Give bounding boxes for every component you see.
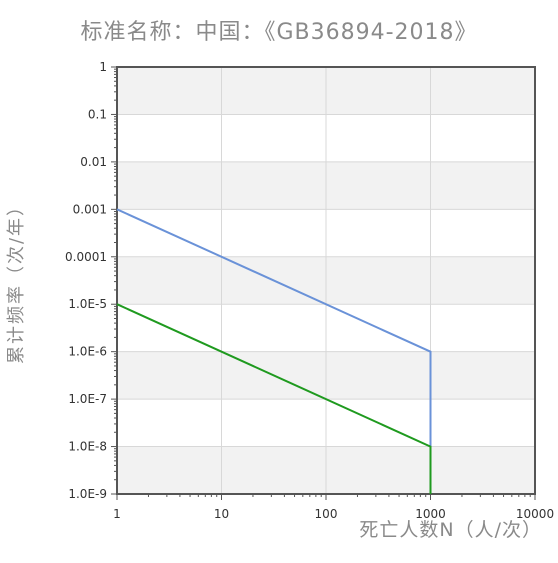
y-tick-label: 0.0001 [65,250,107,264]
y-tick-label: 0.1 [88,107,107,121]
x-tick-label: 10 [214,507,229,521]
x-tick-label: 1000 [415,507,446,521]
y-tick-label: 0.01 [80,155,107,169]
y-tick-label: 1.0E-7 [68,392,107,406]
y-tick-label: 1.0E-8 [68,440,107,454]
x-tick-label: 1 [113,507,121,521]
chart-title: 标准名称：中国：《GB36894-2018》 [80,20,478,45]
series-line-2 [116,303,432,494]
x-tick-label: 10000 [516,507,554,521]
y-tick-label: 0.001 [73,202,107,216]
x-tick-label: 100 [315,507,338,521]
x-axis-label: 死亡人数N（人/次） [359,519,542,541]
y-tick-label: 1.0E-5 [68,297,107,311]
y-tick-label: 1 [99,60,107,74]
y-tick-label: 1.0E-9 [68,487,107,501]
y-tick-label: 1.0E-6 [68,345,107,359]
